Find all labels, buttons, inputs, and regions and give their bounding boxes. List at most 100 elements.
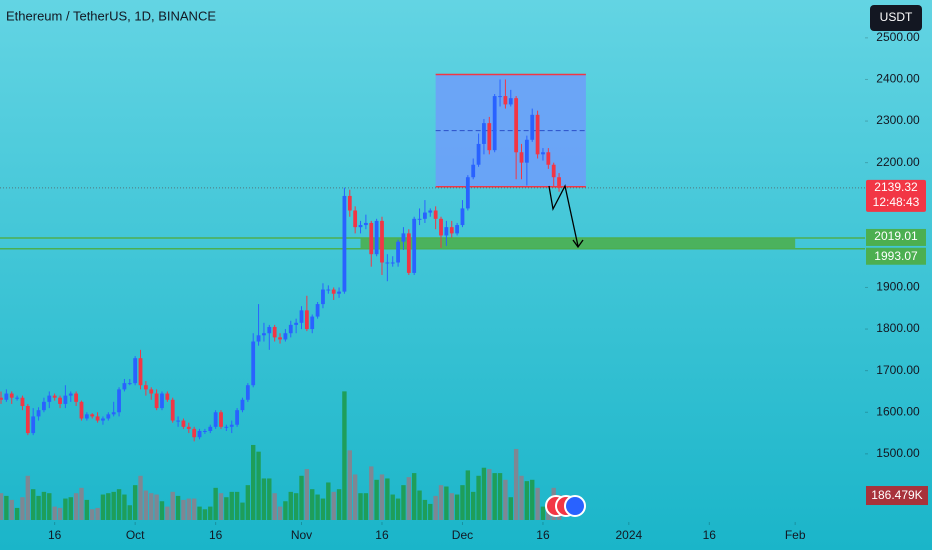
volume-bar bbox=[374, 479, 379, 520]
zone-bottom-tag bbox=[866, 247, 926, 265]
y-tick-label: 1800.00 bbox=[876, 321, 920, 335]
candle-body bbox=[374, 220, 379, 255]
x-tick-label: Nov bbox=[291, 528, 312, 542]
candle-body bbox=[406, 233, 411, 273]
volume-bar bbox=[267, 478, 272, 520]
volume-bar bbox=[41, 491, 47, 520]
volume-bar bbox=[0, 493, 4, 520]
candle-body bbox=[111, 412, 116, 415]
volume-bar bbox=[487, 469, 492, 520]
candle-body bbox=[460, 208, 465, 226]
volume-bar bbox=[106, 493, 111, 520]
candle-body bbox=[79, 401, 84, 419]
countdown-label: 12:48:43 bbox=[873, 195, 920, 209]
volume-bar bbox=[540, 506, 546, 520]
candle-body bbox=[90, 414, 95, 417]
x-tick-label: Feb bbox=[785, 528, 806, 542]
volume-bar bbox=[401, 485, 406, 520]
volume-bar bbox=[358, 493, 363, 520]
currency-label[interactable]: USDT bbox=[880, 10, 913, 24]
y-tick-label: 2400.00 bbox=[876, 72, 920, 86]
candle-body bbox=[524, 139, 529, 163]
candle-body bbox=[363, 222, 368, 226]
zone-top-tag bbox=[866, 228, 926, 246]
volume-bar bbox=[347, 450, 352, 520]
candle-body bbox=[321, 289, 325, 305]
candle-body bbox=[514, 98, 519, 153]
candle-body bbox=[557, 177, 561, 188]
volume-bar bbox=[256, 451, 261, 520]
x-tick-label: 16 bbox=[209, 528, 223, 542]
candle-body bbox=[535, 114, 540, 155]
volume-bar bbox=[132, 485, 138, 520]
volume-bar bbox=[20, 497, 25, 520]
candle-body bbox=[358, 225, 363, 228]
volume-bar bbox=[47, 493, 52, 520]
candle-body bbox=[192, 428, 197, 438]
volume-bar bbox=[438, 485, 444, 520]
volume-bar bbox=[14, 507, 20, 520]
volume-bar bbox=[197, 506, 202, 520]
candle-body bbox=[503, 96, 508, 105]
volume-bar bbox=[524, 481, 530, 520]
candle-body bbox=[0, 397, 3, 400]
volume-bar bbox=[191, 498, 197, 520]
y-tick-label: 2500.00 bbox=[876, 30, 920, 44]
volume-bar bbox=[79, 487, 84, 520]
volume-bar bbox=[299, 475, 304, 520]
candle-body bbox=[530, 114, 535, 140]
candle-body bbox=[262, 333, 266, 336]
volume-bar bbox=[481, 467, 487, 520]
y-tick-label: 1700.00 bbox=[876, 363, 920, 377]
candle-body bbox=[9, 393, 14, 398]
volume-bar bbox=[52, 506, 57, 520]
volume-bar bbox=[224, 497, 229, 520]
last-price-tag bbox=[866, 179, 926, 212]
volume-bar bbox=[165, 506, 170, 520]
candle-body bbox=[449, 227, 454, 234]
volume-bar bbox=[422, 499, 428, 520]
candle-body bbox=[154, 393, 159, 409]
volume-bar bbox=[283, 501, 288, 520]
candle-body bbox=[417, 218, 422, 220]
candle-body bbox=[15, 397, 19, 399]
volume-bar bbox=[331, 491, 336, 520]
axes: 1500.00 1600.00 1700.00 1800.00 1900.00 2200.… bbox=[48, 30, 928, 542]
chart-title: Ethereum / TetherUS, 1D, BINANCE bbox=[6, 8, 216, 23]
candle-body bbox=[133, 358, 138, 384]
volume-bar bbox=[186, 498, 192, 520]
candle-body bbox=[203, 430, 207, 432]
candle-body bbox=[476, 143, 481, 165]
candle-body bbox=[272, 326, 277, 338]
candle-body bbox=[482, 123, 486, 144]
volume-bar bbox=[218, 493, 224, 520]
candle-body bbox=[74, 393, 79, 402]
x-tick-label: 16 bbox=[48, 528, 62, 542]
currency-button[interactable] bbox=[870, 5, 922, 31]
candle-body bbox=[444, 227, 449, 236]
candle-body bbox=[433, 210, 438, 219]
y-tick-label: 1600.00 bbox=[876, 404, 920, 418]
candle-body bbox=[240, 399, 245, 411]
volume-bar bbox=[293, 493, 299, 520]
volume-bar bbox=[68, 497, 73, 520]
candle-body bbox=[471, 164, 476, 178]
volume-bar bbox=[320, 498, 326, 520]
candle-body bbox=[256, 335, 261, 342]
candle-body bbox=[208, 426, 213, 431]
volume-bar bbox=[138, 475, 143, 520]
volume-bar bbox=[395, 498, 401, 520]
candle-body bbox=[492, 96, 497, 151]
zone-top-label: 2019.01 bbox=[874, 229, 918, 243]
candle-body bbox=[551, 164, 556, 178]
candle-body bbox=[149, 389, 154, 394]
y-tick-label: 1900.00 bbox=[876, 280, 920, 294]
candle-body bbox=[52, 395, 57, 398]
volume-bar bbox=[363, 493, 369, 520]
y-tick-label: 2300.00 bbox=[876, 113, 920, 127]
projection-arrow bbox=[548, 184, 584, 249]
volume-bar bbox=[460, 485, 465, 520]
candle-body bbox=[288, 324, 293, 334]
volume-bar bbox=[175, 495, 181, 520]
volume-bar bbox=[208, 506, 213, 520]
